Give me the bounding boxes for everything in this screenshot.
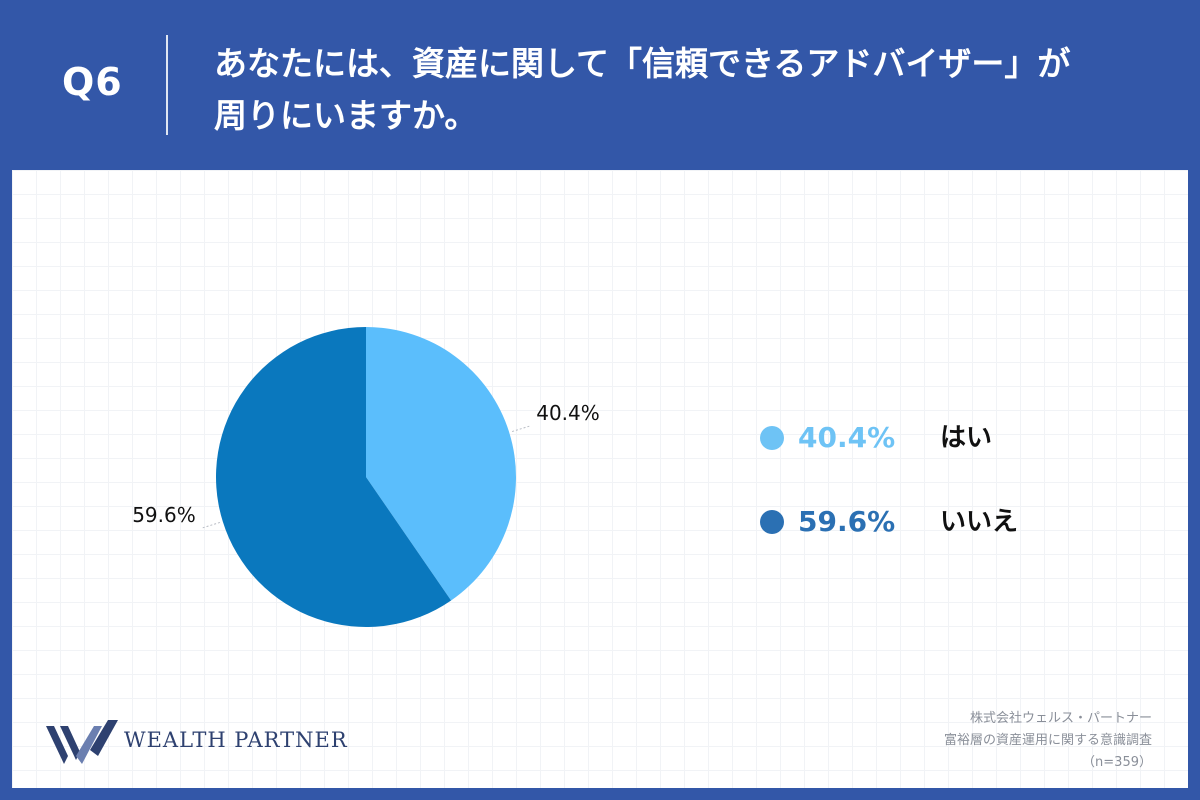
- credit-sample-size: （n=359）: [1082, 755, 1152, 770]
- logo-text: WEALTH PARTNER: [124, 728, 348, 752]
- legend-pct-no: 59.6%: [798, 505, 896, 538]
- question-line-1: あなたには、資産に関して「信頼できるアドバイザー」が: [214, 44, 1071, 83]
- leader-line-2: [201, 521, 221, 529]
- logo-mark-icon: [46, 720, 118, 764]
- legend-dot-no: [760, 510, 784, 534]
- header-divider: [166, 35, 168, 135]
- credit-survey: 富裕層の資産運用に関する意識調査: [943, 733, 1152, 748]
- pie-chart: 40.4% 59.6%: [132, 327, 600, 627]
- question-text: あなたには、資産に関して「信頼できるアドバイザー」が 周りにいますか。: [214, 38, 1174, 142]
- header: Q6 あなたには、資産に関して「信頼できるアドバイザー」が 周りにいますか。: [0, 0, 1200, 170]
- legend-item-no: 59.6% いいえ: [760, 502, 1060, 542]
- credit-company: 株式会社ウェルス・パートナー: [969, 711, 1152, 726]
- legend-name-no: いいえ: [940, 507, 1019, 537]
- legend-item-yes: 40.4% はい: [760, 418, 1060, 458]
- chart-card: 40.4% 59.6% 40.4% はい 59.6% いいえ WEALTH PAR…: [12, 170, 1188, 788]
- question-number: Q6: [62, 60, 123, 104]
- question-line-2: 周りにいますか。: [214, 96, 478, 135]
- leader-line-1: [511, 425, 531, 433]
- pie-slice-1: [366, 327, 516, 601]
- slice-label-1: 40.4%: [536, 401, 600, 425]
- wealth-partner-logo: WEALTH PARTNER: [46, 718, 376, 768]
- legend-pct-yes: 40.4%: [798, 421, 896, 454]
- legend: 40.4% はい 59.6% いいえ: [760, 418, 1060, 586]
- pie-slice-2: [216, 327, 452, 627]
- legend-dot-yes: [760, 426, 784, 450]
- slice-label-2: 59.6%: [132, 503, 196, 527]
- credit: 株式会社ウェルス・パートナー 富裕層の資産運用に関する意識調査 （n=359）: [944, 708, 1152, 774]
- legend-name-yes: はい: [940, 423, 993, 453]
